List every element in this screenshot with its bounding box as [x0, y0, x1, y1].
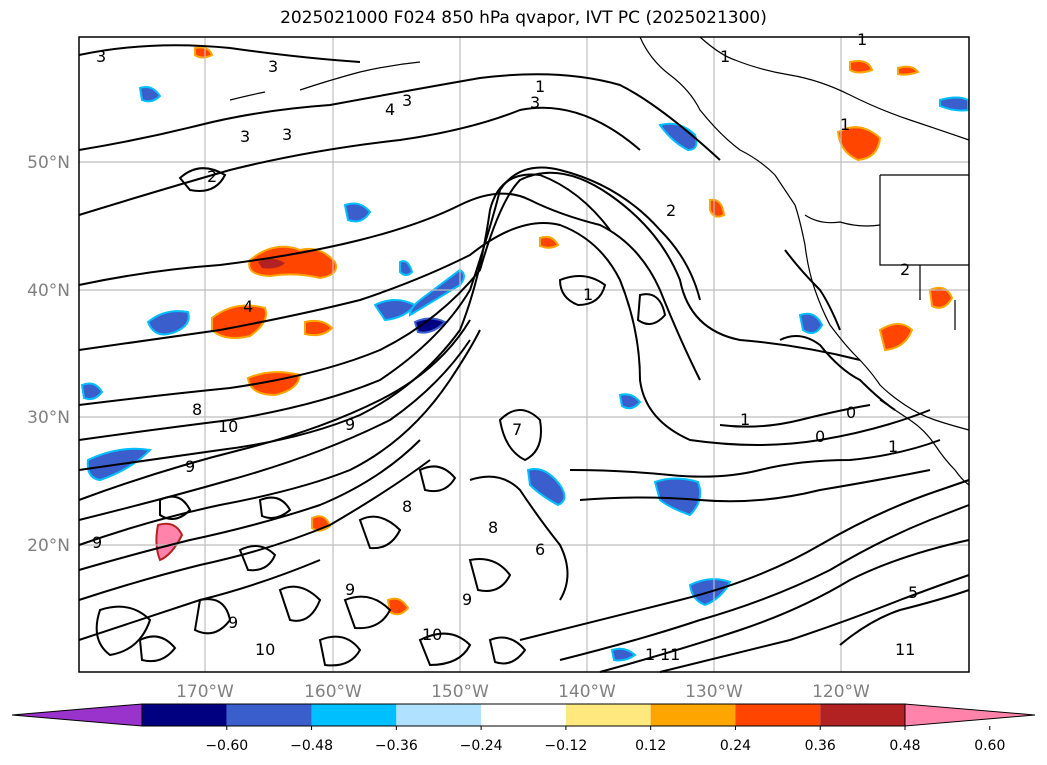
svg-text:9: 9 — [345, 415, 355, 434]
colorbar-tick-label: 0.60 — [974, 738, 1005, 754]
svg-text:170°W: 170°W — [176, 682, 234, 702]
colorbar-tick-label: −0.48 — [290, 738, 333, 754]
svg-text:7: 7 — [512, 420, 522, 439]
svg-text:50°N: 50°N — [27, 153, 70, 173]
colorbar-segment — [481, 704, 566, 726]
svg-text:9: 9 — [462, 590, 472, 609]
colorbar-tick-label: −0.36 — [375, 738, 418, 754]
colorbar-tick-label: 0.24 — [720, 738, 751, 754]
colorbar-extend-high — [904, 703, 1036, 727]
svg-text:1: 1 — [535, 77, 545, 96]
svg-text:10: 10 — [218, 417, 238, 436]
svg-text:3: 3 — [240, 127, 250, 146]
svg-text:6: 6 — [535, 540, 545, 559]
svg-text:1: 1 — [720, 47, 730, 66]
svg-text:4: 4 — [385, 100, 395, 119]
svg-text:0: 0 — [815, 427, 825, 446]
colorbar-segment — [311, 704, 397, 726]
svg-text:160°W: 160°W — [304, 682, 362, 702]
svg-text:120°W: 120°W — [812, 682, 870, 702]
colorbar-segment — [396, 704, 482, 726]
svg-text:9: 9 — [345, 580, 355, 599]
lon-tick-labels: 170°W 160°W 150°W 140°W 130°W 120°W — [176, 682, 870, 702]
colorbar-segment — [650, 704, 736, 726]
svg-text:9: 9 — [185, 457, 195, 476]
svg-text:10: 10 — [255, 640, 275, 659]
svg-text:11: 11 — [660, 645, 680, 664]
svg-text:1: 1 — [857, 30, 867, 49]
gridlines — [79, 37, 969, 672]
map-title: 2025021000 F024 850 hPa qvapor, IVT PC (… — [280, 8, 767, 28]
svg-text:11: 11 — [895, 640, 915, 659]
svg-text:1: 1 — [740, 410, 750, 429]
colorbar-ticks: −0.60 −0.48 −0.36 −0.24 −0.12 0.12 0.24 0.36 0.4… — [205, 726, 1005, 754]
svg-text:10: 10 — [422, 625, 442, 644]
colorbar-tick-label: 0.12 — [635, 738, 666, 754]
svg-text:150°W: 150°W — [431, 682, 489, 702]
colorbar-tick-label: −0.24 — [460, 738, 503, 754]
colorbar-segment — [565, 704, 651, 726]
svg-text:4: 4 — [243, 297, 253, 316]
svg-text:3: 3 — [96, 47, 106, 66]
svg-text:40°N: 40°N — [27, 281, 70, 301]
colorbar-tick-label: 0.48 — [889, 738, 920, 754]
ivt-contours — [78, 44, 970, 673]
colorbar: −0.60 −0.48 −0.36 −0.24 −0.12 0.12 0.24 0.36 0.4… — [11, 703, 1036, 754]
svg-text:1: 1 — [583, 285, 593, 304]
svg-text:3: 3 — [402, 91, 412, 110]
colorbar-segment — [226, 704, 312, 726]
svg-text:8: 8 — [192, 400, 202, 419]
svg-text:5: 5 — [908, 583, 918, 602]
svg-text:1: 1 — [645, 645, 655, 664]
svg-text:2: 2 — [900, 260, 910, 279]
svg-text:2: 2 — [666, 201, 676, 220]
lat-tick-labels: 50°N 40°N 30°N 20°N — [27, 153, 70, 556]
colorbar-segment — [142, 704, 227, 726]
svg-text:3: 3 — [268, 57, 278, 76]
coastlines — [229, 36, 970, 486]
colorbar-segments — [11, 703, 1036, 727]
colorbar-tick-label: −0.60 — [205, 738, 248, 754]
svg-text:9: 9 — [228, 613, 238, 632]
map-panel: 3 3 3 4 3 1 3 3 2 2 4 1 7 1 0 0 1 1 8 10… — [78, 30, 970, 673]
svg-text:1: 1 — [888, 437, 898, 456]
svg-text:9: 9 — [92, 533, 102, 552]
colorbar-extend-low — [11, 703, 143, 727]
svg-text:3: 3 — [282, 125, 292, 144]
svg-text:2: 2 — [207, 167, 217, 186]
colorbar-segment — [820, 704, 905, 726]
svg-text:30°N: 30°N — [27, 408, 70, 428]
svg-text:8: 8 — [488, 518, 498, 537]
svg-text:0: 0 — [846, 403, 856, 422]
colorbar-outline — [141, 703, 906, 727]
colorbar-tick-label: −0.12 — [544, 738, 587, 754]
colorbar-segment — [735, 704, 821, 726]
svg-text:20°N: 20°N — [27, 536, 70, 556]
svg-text:3: 3 — [530, 93, 540, 112]
contour-labels: 3 3 3 4 3 1 3 3 2 2 4 1 7 1 0 0 1 1 8 10… — [92, 30, 918, 664]
colorbar-tick-label: 0.36 — [805, 738, 836, 754]
svg-text:1: 1 — [840, 115, 850, 134]
svg-text:8: 8 — [402, 497, 412, 516]
svg-text:130°W: 130°W — [685, 682, 743, 702]
svg-text:140°W: 140°W — [558, 682, 616, 702]
